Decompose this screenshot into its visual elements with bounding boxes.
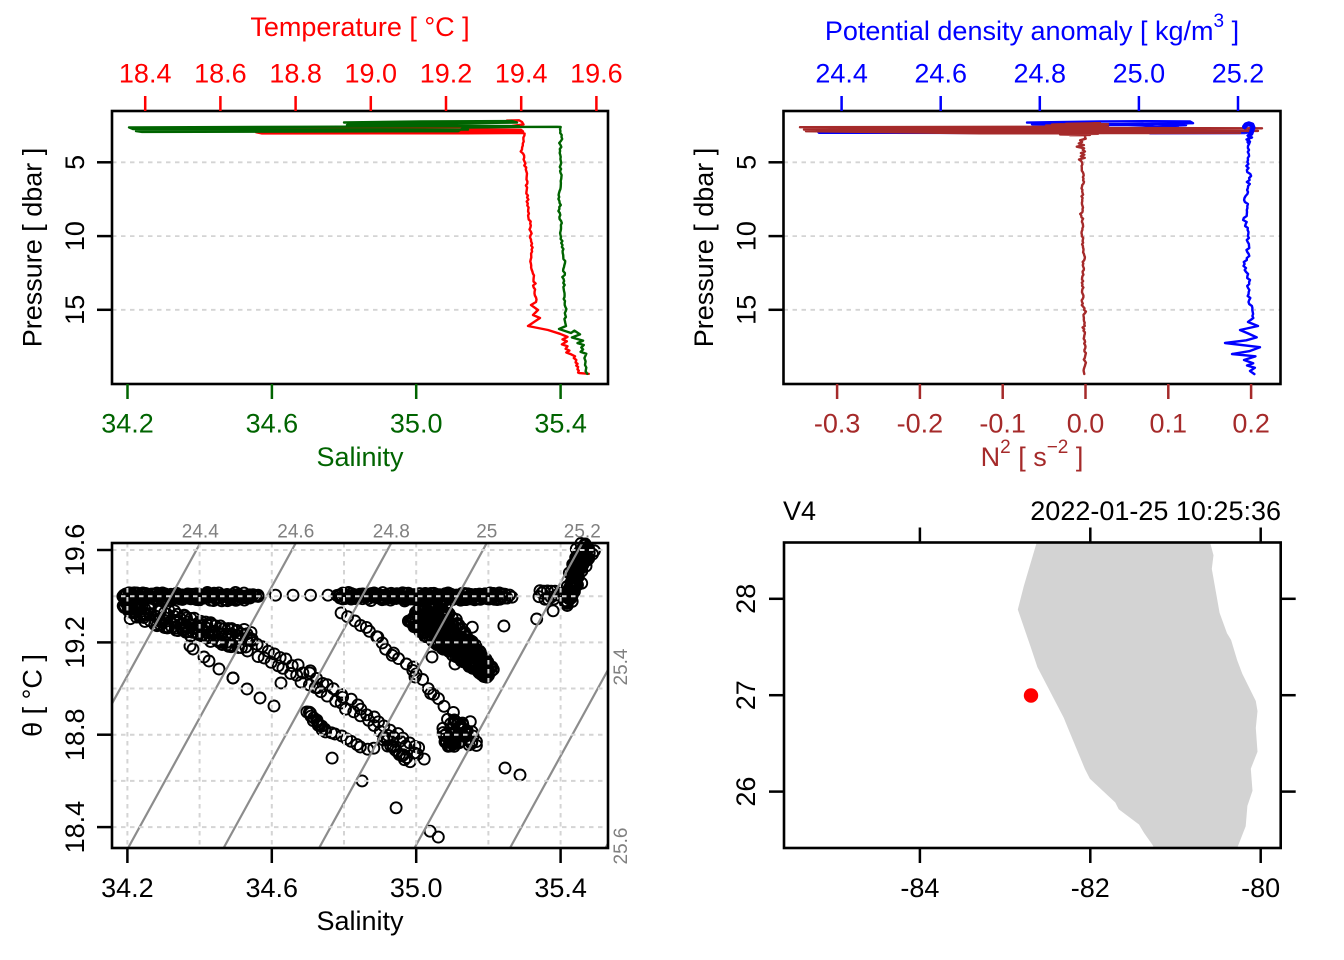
- svg-text:19.2: 19.2: [60, 616, 90, 669]
- svg-text:28: 28: [731, 584, 761, 614]
- svg-text:34.6: 34.6: [246, 409, 299, 439]
- svg-text:24.8: 24.8: [373, 521, 410, 542]
- svg-text:N2 [ s−2 ]: N2 [ s−2 ]: [981, 437, 1084, 472]
- svg-text:-82: -82: [1071, 873, 1110, 903]
- svg-text:19.4: 19.4: [495, 59, 548, 89]
- svg-text:Salinity: Salinity: [316, 906, 404, 936]
- svg-text:19.0: 19.0: [345, 59, 398, 89]
- svg-text:35.4: 35.4: [534, 409, 587, 439]
- svg-text:24.8: 24.8: [1014, 59, 1067, 89]
- svg-text:0.2: 0.2: [1232, 409, 1270, 439]
- svg-text:26: 26: [731, 777, 761, 807]
- svg-text:-0.1: -0.1: [979, 409, 1026, 439]
- svg-text:10: 10: [60, 221, 90, 251]
- svg-text:24.4: 24.4: [182, 521, 219, 542]
- svg-text:35.0: 35.0: [390, 409, 443, 439]
- svg-text:25.2: 25.2: [1212, 59, 1265, 89]
- svg-text:25.0: 25.0: [1113, 59, 1166, 89]
- svg-text:15: 15: [60, 295, 90, 325]
- svg-text:24.6: 24.6: [277, 521, 314, 542]
- svg-text:34.6: 34.6: [246, 873, 299, 903]
- svg-text:5: 5: [732, 155, 762, 170]
- svg-text:Potential density anomaly [ kg: Potential density anomaly [ kg/m3 ]: [825, 11, 1239, 46]
- svg-text:Pressure [ dbar ]: Pressure [ dbar ]: [689, 148, 719, 348]
- svg-text:θ [ °C ]: θ [ °C ]: [18, 654, 48, 737]
- svg-text:18.4: 18.4: [60, 801, 90, 854]
- svg-text:Pressure [ dbar ]: Pressure [ dbar ]: [18, 148, 48, 348]
- svg-text:24.6: 24.6: [914, 59, 967, 89]
- svg-text:25.4: 25.4: [611, 648, 632, 685]
- svg-text:25.6: 25.6: [611, 828, 632, 865]
- svg-text:-80: -80: [1241, 873, 1280, 903]
- svg-text:25: 25: [476, 521, 497, 542]
- svg-text:35.4: 35.4: [534, 873, 587, 903]
- svg-text:-0.2: -0.2: [897, 409, 944, 439]
- svg-text:2022-01-25 10:25:36: 2022-01-25 10:25:36: [1030, 496, 1281, 526]
- svg-text:15: 15: [732, 295, 762, 325]
- svg-text:34.2: 34.2: [101, 873, 154, 903]
- svg-text:19.6: 19.6: [60, 524, 90, 577]
- svg-text:Temperature [ °C ]: Temperature [ °C ]: [250, 12, 469, 42]
- svg-text:18.4: 18.4: [119, 59, 172, 89]
- svg-text:V4: V4: [783, 496, 816, 526]
- svg-text:-84: -84: [900, 873, 939, 903]
- svg-text:18.8: 18.8: [60, 708, 90, 761]
- svg-text:18.6: 18.6: [194, 59, 247, 89]
- svg-text:19.2: 19.2: [420, 59, 473, 89]
- svg-text:34.2: 34.2: [101, 409, 154, 439]
- svg-text:19.6: 19.6: [570, 59, 623, 89]
- svg-text:10: 10: [732, 221, 762, 251]
- svg-text:35.0: 35.0: [390, 873, 443, 903]
- svg-text:18.8: 18.8: [269, 59, 322, 89]
- svg-text:27: 27: [731, 680, 761, 710]
- svg-text:25.2: 25.2: [564, 521, 601, 542]
- svg-text:0.1: 0.1: [1150, 409, 1188, 439]
- svg-text:0.0: 0.0: [1067, 409, 1105, 439]
- svg-text:Salinity: Salinity: [316, 442, 404, 472]
- svg-text:5: 5: [60, 155, 90, 170]
- svg-text:24.4: 24.4: [815, 59, 868, 89]
- svg-text:-0.3: -0.3: [814, 409, 861, 439]
